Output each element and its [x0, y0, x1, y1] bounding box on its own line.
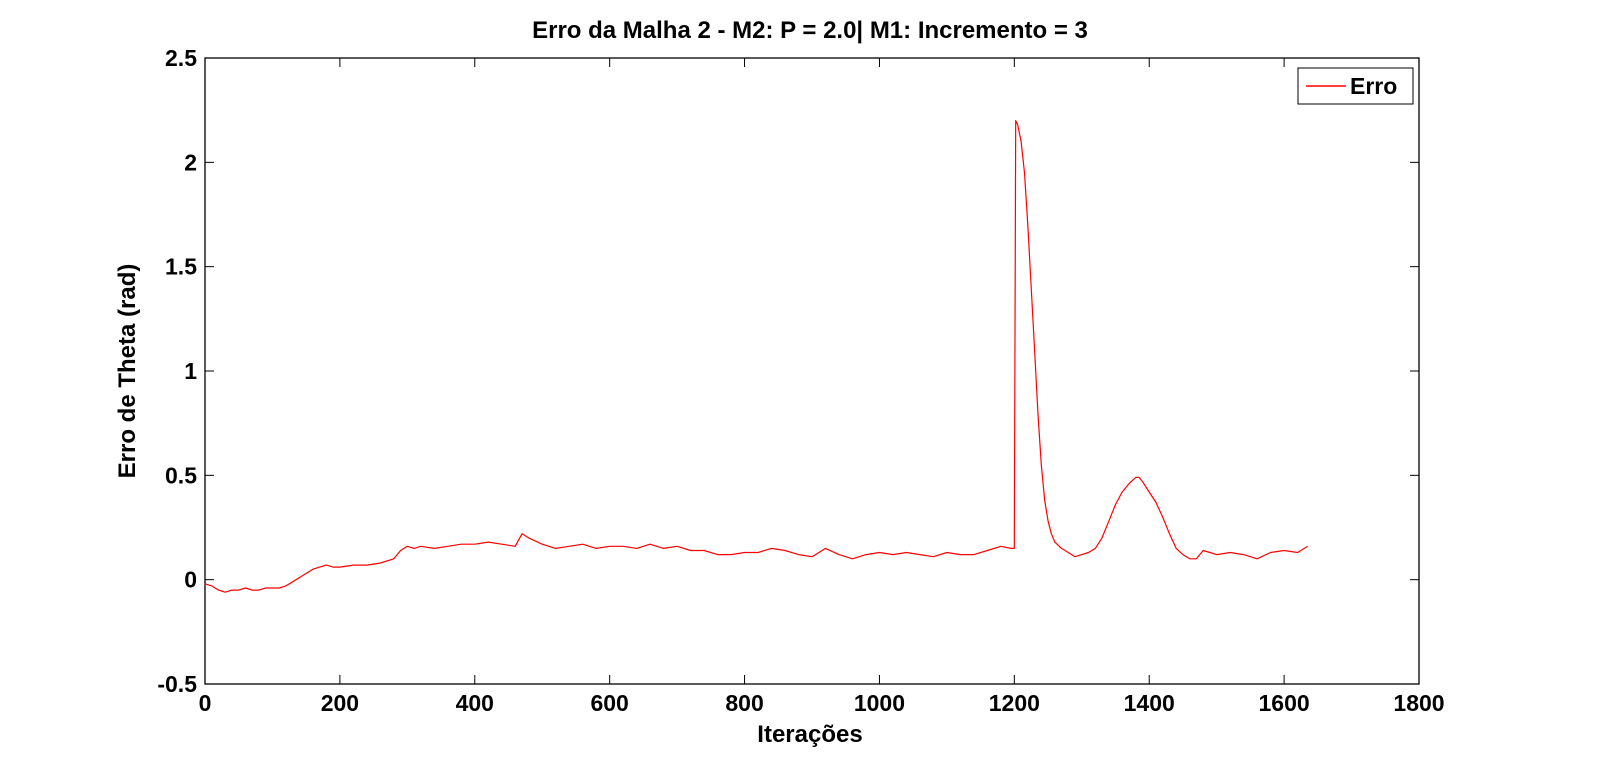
x-tick-label: 600	[590, 690, 628, 716]
x-tick-label: 1800	[1393, 690, 1444, 716]
axis-ticks: 0 200 400 600 800 1000 1200 1400 1600 1800-0.500.…	[157, 45, 1444, 716]
legend: Erro	[1297, 67, 1414, 105]
x-tick-label: 400	[456, 690, 494, 716]
legend-label-erro: Erro	[1350, 73, 1397, 99]
x-tick-label: 1400	[1124, 690, 1175, 716]
chart-title: Erro da Malha 2 - M2: P = 2.0| M1: Incre…	[532, 17, 1088, 44]
y-tick-label: 2.5	[165, 45, 197, 71]
y-tick-label: 0.5	[165, 462, 197, 488]
y-tick-label: 1	[184, 358, 197, 384]
x-tick-label: 1600	[1259, 690, 1310, 716]
series-group	[204, 119, 1309, 593]
y-tick-label: 0	[184, 567, 197, 593]
y-axis-label: Erro de Theta (rad)	[114, 264, 141, 479]
x-tick-label: 200	[321, 690, 359, 716]
x-tick-label: 1200	[989, 690, 1040, 716]
x-tick-label: 0	[199, 690, 212, 716]
x-tick-label: 1000	[854, 690, 905, 716]
series-line-erro	[204, 119, 1309, 593]
plot-area	[204, 57, 1420, 685]
y-tick-label: 2	[184, 149, 197, 175]
x-axis-label: Iterações	[757, 721, 862, 748]
x-tick-label: 800	[725, 690, 763, 716]
y-tick-label: 1.5	[165, 254, 197, 280]
y-tick-label: -0.5	[157, 671, 197, 697]
